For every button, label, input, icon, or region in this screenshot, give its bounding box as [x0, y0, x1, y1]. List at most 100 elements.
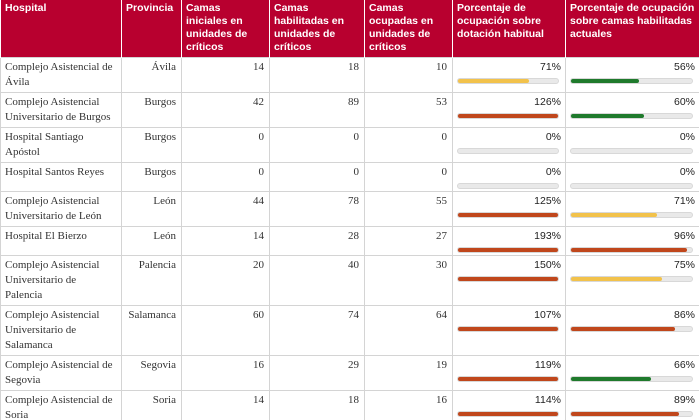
table-row: Complejo Asistencial de Soria Soria 14 1…: [0, 390, 699, 420]
pct-dotacion-bar-track: [457, 212, 559, 218]
pct-habilitadas-label: 89%: [673, 394, 695, 406]
hospital-name-cell: Complejo Asistencial de Segovia: [0, 355, 122, 391]
column-header-pct-habilitadas[interactable]: Porcentaje de ocupación sobre camas habi…: [565, 0, 699, 58]
pct-habilitadas-label: 71%: [673, 195, 695, 207]
camas-habilitadas-cell: 18: [269, 57, 365, 93]
pct-dotacion-label: 107%: [534, 309, 561, 321]
pct-habilitadas-bar-track: [570, 183, 693, 189]
hospital-name-cell: Complejo Asistencial de Soria: [0, 390, 122, 420]
pct-dotacion-bar-fill: [458, 327, 558, 331]
table-row: Hospital Santiago Apóstol Burgos 0 0 0 0…: [0, 127, 699, 163]
camas-iniciales-cell: 42: [181, 92, 270, 128]
provincia-cell: Salamanca: [121, 305, 182, 356]
pct-habilitadas-bar-fill: [571, 277, 662, 281]
pct-habilitadas-cell: 89%: [565, 390, 699, 420]
camas-iniciales-cell: 0: [181, 127, 270, 163]
pct-dotacion-bar-fill: [458, 377, 558, 381]
pct-habilitadas-cell: 56%: [565, 57, 699, 93]
header-row: Hospital Provincia Camas iniciales en un…: [0, 0, 699, 58]
pct-habilitadas-bar-track: [570, 276, 693, 282]
pct-dotacion-cell: 0%: [452, 162, 566, 192]
pct-dotacion-bar-track: [457, 183, 559, 189]
pct-habilitadas-bar-fill: [571, 327, 676, 331]
pct-dotacion-bar-fill: [458, 248, 558, 252]
table-body: Complejo Asistencial de Ávila Ávila 14 1…: [0, 57, 699, 420]
provincia-cell: Burgos: [121, 92, 182, 128]
pct-dotacion-label: 119%: [534, 359, 561, 371]
pct-dotacion-cell: 126%: [452, 92, 566, 128]
camas-habilitadas-cell: 89: [269, 92, 365, 128]
camas-habilitadas-cell: 74: [269, 305, 365, 356]
pct-dotacion-label: 126%: [534, 96, 561, 108]
pct-dotacion-bar-track: [457, 148, 559, 154]
provincia-cell: Segovia: [121, 355, 182, 391]
pct-habilitadas-bar-track: [570, 113, 693, 119]
camas-ocupadas-cell: 16: [364, 390, 453, 420]
pct-habilitadas-label: 96%: [673, 230, 695, 242]
pct-habilitadas-bar-fill: [571, 79, 639, 83]
table-row: Complejo Asistencial Universitario de Sa…: [0, 305, 699, 356]
camas-ocupadas-cell: 19: [364, 355, 453, 391]
pct-habilitadas-bar-fill: [571, 412, 679, 416]
pct-habilitadas-bar-track: [570, 411, 693, 417]
pct-dotacion-bar-fill: [458, 79, 529, 83]
pct-dotacion-bar-track: [457, 376, 559, 382]
column-header-hospital[interactable]: Hospital: [0, 0, 122, 58]
pct-dotacion-cell: 114%: [452, 390, 566, 420]
table-row: Complejo Asistencial de Ávila Ávila 14 1…: [0, 57, 699, 93]
pct-dotacion-bar-track: [457, 326, 559, 332]
pct-habilitadas-label: 86%: [673, 309, 695, 321]
camas-ocupadas-cell: 30: [364, 255, 453, 306]
camas-habilitadas-cell: 40: [269, 255, 365, 306]
camas-ocupadas-cell: 0: [364, 162, 453, 192]
camas-habilitadas-cell: 0: [269, 162, 365, 192]
provincia-cell: Burgos: [121, 162, 182, 192]
pct-habilitadas-cell: 71%: [565, 191, 699, 227]
pct-habilitadas-bar-fill: [571, 377, 651, 381]
pct-habilitadas-bar-track: [570, 247, 693, 253]
pct-dotacion-cell: 0%: [452, 127, 566, 163]
table-row: Complejo Asistencial Universitario de Pa…: [0, 255, 699, 306]
pct-habilitadas-bar-track: [570, 148, 693, 154]
column-header-camas-habilitadas[interactable]: Camas habilitadas en unidades de crítico…: [269, 0, 365, 58]
table-row: Hospital Santos Reyes Burgos 0 0 0 0% 0%: [0, 162, 699, 192]
column-header-provincia[interactable]: Provincia: [121, 0, 182, 58]
camas-habilitadas-cell: 28: [269, 226, 365, 256]
column-header-camas-ocupadas[interactable]: Camas ocupadas en unidades de críticos: [364, 0, 453, 58]
hospital-name-cell: Complejo Asistencial Universitario de Sa…: [0, 305, 122, 356]
camas-ocupadas-cell: 0: [364, 127, 453, 163]
pct-habilitadas-label: 75%: [673, 259, 695, 271]
pct-habilitadas-label: 0%: [679, 166, 695, 178]
pct-dotacion-label: 0%: [545, 131, 561, 143]
camas-iniciales-cell: 0: [181, 162, 270, 192]
column-header-camas-iniciales[interactable]: Camas iniciales en unidades de críticos: [181, 0, 270, 58]
pct-dotacion-bar-fill: [458, 277, 558, 281]
hospital-name-cell: Complejo Asistencial Universitario de Bu…: [0, 92, 122, 128]
pct-habilitadas-bar-track: [570, 78, 693, 84]
table-row: Complejo Asistencial de Segovia Segovia …: [0, 355, 699, 391]
hospital-name-cell: Hospital El Bierzo: [0, 226, 122, 256]
camas-habilitadas-cell: 29: [269, 355, 365, 391]
table-header: Hospital Provincia Camas iniciales en un…: [0, 0, 699, 58]
pct-habilitadas-cell: 86%: [565, 305, 699, 356]
column-header-pct-dotacion[interactable]: Porcentaje de ocupación sobre dotación h…: [452, 0, 566, 58]
camas-ocupadas-cell: 53: [364, 92, 453, 128]
pct-dotacion-bar-track: [457, 113, 559, 119]
table-row: Complejo Asistencial Universitario de Bu…: [0, 92, 699, 128]
pct-dotacion-cell: 150%: [452, 255, 566, 306]
pct-dotacion-label: 0%: [545, 166, 561, 178]
pct-dotacion-cell: 193%: [452, 226, 566, 256]
table-row: Hospital El Bierzo León 14 28 27 193% 96…: [0, 226, 699, 256]
provincia-cell: Soria: [121, 390, 182, 420]
pct-dotacion-bar-fill: [458, 213, 558, 217]
provincia-cell: Palencia: [121, 255, 182, 306]
pct-habilitadas-bar-track: [570, 376, 693, 382]
pct-habilitadas-bar-fill: [571, 248, 688, 252]
pct-habilitadas-label: 66%: [673, 359, 695, 371]
pct-habilitadas-cell: 0%: [565, 162, 699, 192]
pct-dotacion-bar-track: [457, 247, 559, 253]
pct-habilitadas-bar-fill: [571, 114, 644, 118]
hospital-name-cell: Complejo Asistencial de Ávila: [0, 57, 122, 93]
pct-dotacion-label: 71%: [539, 61, 561, 73]
camas-iniciales-cell: 16: [181, 355, 270, 391]
